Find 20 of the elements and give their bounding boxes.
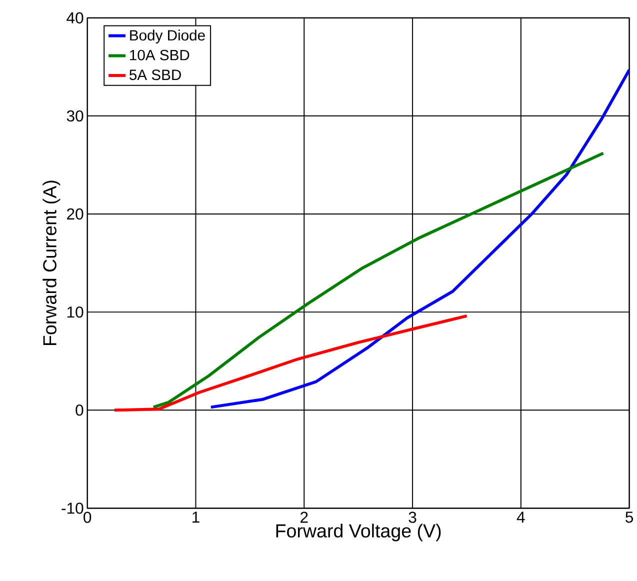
x-tick-label: 1 — [192, 512, 200, 523]
line-series — [112, 314, 468, 412]
x-tick-label: 4 — [516, 512, 525, 523]
x-tick-label: 2 — [300, 512, 308, 523]
x-tick-label: 5 — [626, 512, 634, 523]
legend-label: 10A SBD — [130, 50, 190, 60]
y-tick-label: 40 — [66, 12, 84, 24]
y-tick-label: 30 — [66, 110, 84, 122]
x-axis-title: Forward Voltage (V) — [276, 524, 441, 542]
line-series — [209, 68, 630, 409]
y-tick-label: 20 — [67, 208, 84, 220]
y-tick-label: 0 — [76, 404, 84, 416]
legend-label: Body Diode — [130, 30, 205, 44]
legend-label: 5A SBD — [130, 70, 181, 80]
line-series — [152, 152, 605, 409]
x-tick-label: 0 — [84, 512, 92, 524]
y-tick-label: -10 — [62, 502, 84, 514]
x-tick-label: 3 — [408, 512, 416, 524]
y-axis-title: Forward Current (A) — [42, 180, 60, 346]
y-tick-label: 10 — [67, 306, 84, 318]
